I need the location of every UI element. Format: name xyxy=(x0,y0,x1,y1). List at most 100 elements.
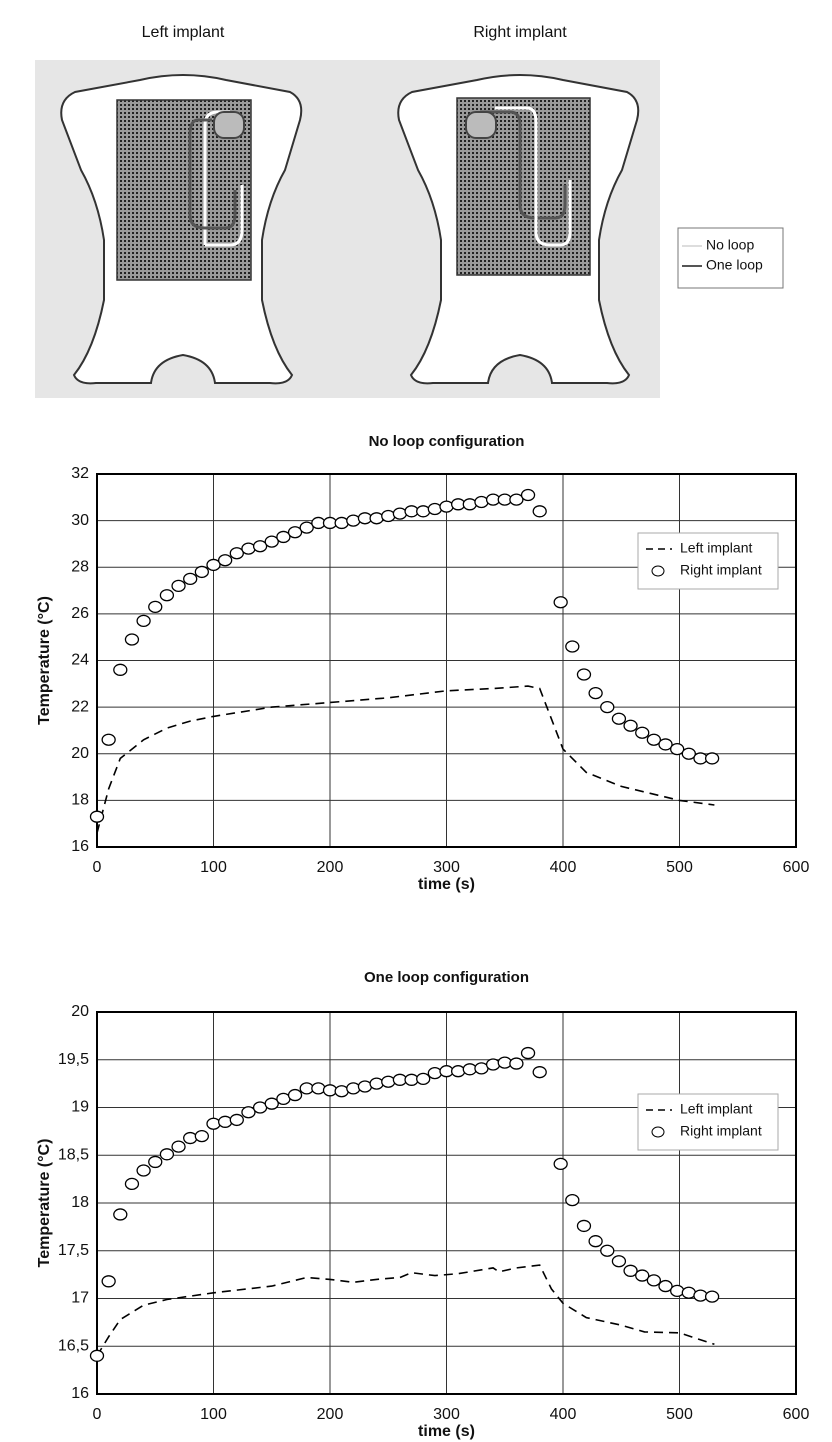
legend-marker xyxy=(652,1127,664,1137)
data-point xyxy=(382,510,395,521)
x-tick-label: 400 xyxy=(550,1406,577,1423)
data-point xyxy=(289,1090,302,1101)
y-tick-label: 24 xyxy=(71,652,89,669)
chart-title: No loop configuration xyxy=(369,433,525,450)
y-axis-title: Temperature (°C) xyxy=(36,1139,53,1268)
y-tick-label: 30 xyxy=(71,512,89,529)
data-point xyxy=(195,566,208,577)
data-point xyxy=(589,688,602,699)
y-tick-label: 26 xyxy=(71,605,89,622)
y-tick-label: 16,5 xyxy=(58,1337,89,1354)
y-tick-label: 16 xyxy=(71,1385,89,1402)
data-point xyxy=(577,1220,590,1231)
x-tick-label: 100 xyxy=(200,1406,227,1423)
y-tick-label: 16 xyxy=(71,838,89,855)
x-tick-label: 400 xyxy=(550,859,577,876)
data-point xyxy=(230,1114,243,1125)
y-tick-label: 18,5 xyxy=(58,1146,89,1163)
y-tick-label: 17,5 xyxy=(58,1242,89,1259)
data-point xyxy=(265,1098,278,1109)
data-point xyxy=(706,753,719,764)
data-point xyxy=(463,499,476,510)
data-point xyxy=(125,1178,138,1189)
data-point xyxy=(230,548,243,559)
data-point xyxy=(554,1158,567,1169)
data-point xyxy=(405,1074,418,1085)
page: {"diagram": {"labels": ["Left implant", … xyxy=(0,0,832,1442)
x-tick-label: 300 xyxy=(433,859,460,876)
data-point xyxy=(137,1165,150,1176)
x-tick-label: 0 xyxy=(93,1406,102,1423)
x-tick-label: 600 xyxy=(783,859,810,876)
data-point xyxy=(114,664,127,675)
y-tick-label: 17 xyxy=(71,1290,89,1307)
y-tick-label: 20 xyxy=(71,745,89,762)
x-axis-title: time (s) xyxy=(418,1423,475,1440)
data-point xyxy=(347,1083,360,1094)
data-point xyxy=(370,1078,383,1089)
data-point xyxy=(149,1156,162,1167)
y-axis-title: Temperature (°C) xyxy=(36,596,53,725)
data-point xyxy=(195,1131,208,1142)
y-tick-label: 22 xyxy=(71,698,89,715)
data-point xyxy=(624,720,637,731)
data-point xyxy=(510,1058,523,1069)
data-point xyxy=(671,744,684,755)
legend-label: Right implant xyxy=(680,1123,762,1139)
data-point xyxy=(160,590,173,601)
data-point xyxy=(358,1081,371,1092)
data-point xyxy=(554,597,567,608)
legend-label: Left implant xyxy=(680,1101,752,1117)
data-point xyxy=(612,713,625,724)
data-point xyxy=(277,531,290,542)
diagram-label: Left implant xyxy=(142,24,225,41)
legend-label: One loop xyxy=(706,257,763,273)
data-point xyxy=(694,1290,707,1301)
y-tick-label: 19 xyxy=(71,1099,89,1116)
y-tick-label: 18 xyxy=(71,792,89,809)
data-point xyxy=(184,573,197,584)
x-axis-title: time (s) xyxy=(418,876,475,893)
data-point xyxy=(659,1281,672,1292)
legend-marker xyxy=(652,566,664,576)
y-tick-label: 19,5 xyxy=(58,1051,89,1068)
diagram-legend: No loop One loop xyxy=(678,228,783,288)
data-point xyxy=(566,1195,579,1206)
data-point xyxy=(347,515,360,526)
data-point xyxy=(184,1133,197,1144)
data-point xyxy=(682,748,695,759)
diagram-label: Right implant xyxy=(473,24,567,41)
data-point xyxy=(91,811,104,822)
data-point xyxy=(370,513,383,524)
data-point xyxy=(289,527,302,538)
data-point xyxy=(91,1350,104,1361)
data-point xyxy=(219,555,232,566)
data-point xyxy=(659,739,672,750)
data-point xyxy=(207,1118,220,1129)
data-point xyxy=(417,1073,430,1084)
y-tick-label: 28 xyxy=(71,558,89,575)
data-point xyxy=(428,503,441,514)
x-tick-label: 100 xyxy=(200,859,227,876)
x-tick-label: 300 xyxy=(433,1406,460,1423)
x-tick-label: 500 xyxy=(666,859,693,876)
data-point xyxy=(566,641,579,652)
data-point xyxy=(589,1236,602,1247)
data-point xyxy=(612,1256,625,1267)
data-point xyxy=(487,1059,500,1070)
data-point xyxy=(300,522,313,533)
legend-label: No loop xyxy=(706,237,754,253)
data-point xyxy=(706,1291,719,1302)
y-tick-label: 32 xyxy=(71,465,89,482)
data-point xyxy=(393,508,406,519)
y-tick-label: 18 xyxy=(71,1194,89,1211)
data-point xyxy=(475,496,488,507)
data-point xyxy=(671,1285,684,1296)
data-point xyxy=(452,1066,465,1077)
data-point xyxy=(335,1086,348,1097)
data-point xyxy=(577,669,590,680)
data-point xyxy=(440,501,453,512)
data-point xyxy=(382,1076,395,1087)
data-point xyxy=(522,489,535,500)
figure: Left implant Right implant No loop One l… xyxy=(0,0,832,1442)
